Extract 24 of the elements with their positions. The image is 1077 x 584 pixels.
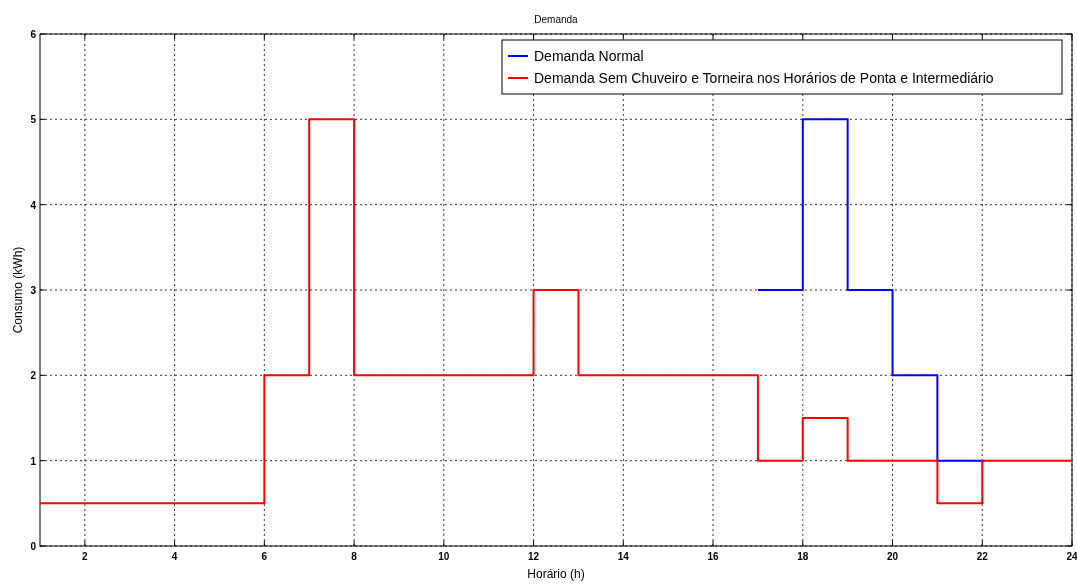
y-tick-label: 0 xyxy=(30,541,37,552)
x-tick-label: 16 xyxy=(707,551,720,562)
x-tick-label: 24 xyxy=(1066,551,1077,562)
x-tick-label: 12 xyxy=(528,551,540,562)
y-tick-label: 2 xyxy=(30,370,37,382)
legend-label: Demanda Normal xyxy=(534,48,644,64)
x-tick-label: 4 xyxy=(171,551,178,562)
x-tick-label: 14 xyxy=(617,551,630,562)
x-tick-label: 6 xyxy=(261,551,268,562)
x-axis-title: Horário (h) xyxy=(527,567,585,581)
chart-title: Demanda xyxy=(534,14,579,25)
x-tick-label: 8 xyxy=(351,551,358,562)
y-tick-label: 4 xyxy=(30,199,37,211)
x-tick-label: 22 xyxy=(976,551,989,562)
y-tick-label: 3 xyxy=(30,285,37,296)
legend-label: Demanda Sem Chuveiro e Torneira nos Horários de Ponta e Intermediário xyxy=(534,70,994,86)
x-tick-label: 10 xyxy=(438,551,450,562)
x-tick-label: 2 xyxy=(82,551,89,562)
y-tick-label: 1 xyxy=(30,455,37,467)
y-tick-label: 6 xyxy=(30,29,37,40)
x-tick-label: 20 xyxy=(886,551,899,562)
y-axis-title: Consumo (kWh) xyxy=(11,246,25,334)
x-tick-label: 18 xyxy=(797,551,809,562)
y-tick-label: 5 xyxy=(30,114,37,126)
